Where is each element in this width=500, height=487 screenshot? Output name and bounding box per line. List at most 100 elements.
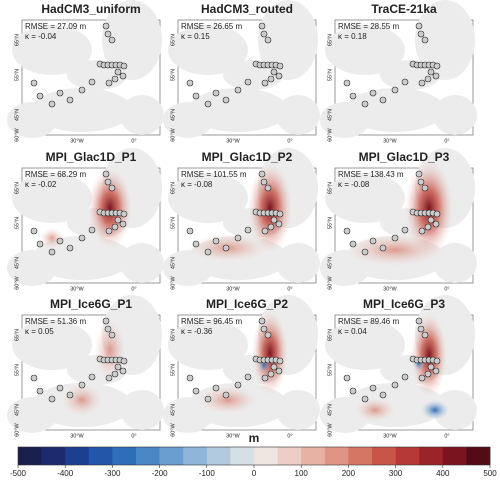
lat-label: 60°W: [14, 127, 20, 141]
lat-label: 60°W: [170, 127, 176, 141]
site-marker: [369, 89, 377, 97]
site-marker: [258, 22, 266, 30]
site-marker: [391, 86, 399, 94]
site-marker: [401, 373, 409, 381]
site-marker: [105, 374, 113, 382]
colorbar-segment: [372, 447, 396, 465]
site-marker: [264, 331, 272, 339]
site-marker: [433, 210, 441, 218]
panel-title: HadCM3_routed: [201, 2, 293, 16]
site-marker: [369, 384, 377, 392]
lat-label: 65°N: [170, 329, 176, 341]
site-marker: [276, 357, 284, 365]
lon-label: 30°W: [70, 286, 84, 292]
lat-label: 55°N: [170, 217, 176, 229]
kappa-label: κ = -0.08: [338, 180, 370, 189]
colorbar-tick-label: 400: [436, 469, 450, 478]
site-marker: [264, 36, 272, 44]
site-marker: [88, 226, 96, 234]
lon-label: 0°: [131, 138, 136, 144]
site-marker: [105, 79, 113, 87]
site-marker: [66, 244, 74, 252]
site-marker: [234, 86, 242, 94]
land: [325, 25, 405, 75]
colorbar-tick-label: -300: [104, 469, 121, 478]
land: [188, 88, 288, 132]
site-marker: [417, 30, 425, 38]
kappa-label: κ = 0.15: [181, 32, 210, 41]
site-marker: [102, 317, 110, 325]
kappa-label: κ = 0.18: [338, 32, 367, 41]
site-marker: [56, 384, 64, 392]
site-marker: [424, 370, 432, 378]
map-panel: [163, 148, 320, 286]
site-marker: [421, 184, 429, 192]
lat-label: 45°N: [170, 404, 176, 416]
land: [168, 25, 248, 75]
colorbar-tick-label: -100: [199, 469, 216, 478]
colorbar-tick-label: 100: [295, 469, 309, 478]
rmse-label: RMSE = 26.65 m: [181, 22, 242, 31]
land: [345, 88, 445, 132]
land: [163, 250, 213, 286]
site-marker: [102, 170, 110, 178]
colorbar-segment: [419, 447, 444, 465]
site-marker: [66, 96, 74, 104]
site-marker: [104, 30, 112, 38]
colorbar-segment: [65, 447, 90, 465]
land: [12, 25, 92, 75]
panel-title: MPI_Ice6G_P2: [206, 297, 288, 311]
site-marker: [369, 237, 377, 245]
site-marker: [361, 100, 369, 108]
kappa-label: κ = -0.08: [181, 180, 213, 189]
site-marker: [421, 331, 429, 339]
map-panel: [7, 295, 164, 433]
land: [433, 95, 477, 135]
land: [102, 0, 162, 80]
lat-label: 55°N: [327, 69, 333, 81]
site-marker: [379, 96, 387, 104]
lon-label: 0°: [287, 286, 292, 292]
site-marker: [417, 178, 425, 186]
site-marker: [415, 22, 423, 30]
rmse-label: RMSE = 89.46 m: [338, 317, 399, 326]
colorbar-tick-label: 500: [483, 469, 497, 478]
site-marker: [424, 223, 432, 231]
site-marker: [418, 79, 426, 87]
lat-label: 65°N: [14, 182, 20, 194]
site-marker: [418, 227, 426, 235]
site-marker: [212, 237, 220, 245]
panel-title: MPI_Glac1D_P3: [359, 150, 450, 164]
site-marker: [192, 387, 200, 395]
anomaly: [88, 168, 132, 248]
rmse-label: RMSE = 51.36 m: [25, 317, 86, 326]
site-marker: [349, 92, 357, 100]
land: [12, 320, 92, 370]
land: [120, 243, 164, 283]
lat-label: 45°N: [327, 109, 333, 121]
site-marker: [192, 240, 200, 248]
anomaly: [252, 311, 288, 395]
site-marker: [104, 178, 112, 186]
anomaly: [355, 398, 395, 422]
colorbar-tick-label: -500: [10, 469, 27, 478]
site-marker: [108, 36, 116, 44]
lat-label: 45°N: [14, 109, 20, 121]
colorbar-tick-label: -400: [57, 469, 74, 478]
site-marker: [276, 210, 284, 218]
colorbar-segment: [159, 447, 184, 465]
rmse-label: RMSE = 138.43 m: [338, 170, 404, 179]
anomaly: [411, 313, 447, 397]
site-marker: [267, 75, 275, 83]
site-marker: [267, 223, 275, 231]
site-marker: [212, 384, 220, 392]
map-panel: [163, 295, 320, 433]
site-marker: [104, 325, 112, 333]
site-marker: [119, 72, 127, 80]
land: [276, 243, 320, 283]
site-marker: [48, 100, 56, 108]
land: [276, 390, 320, 430]
land: [258, 0, 318, 80]
lon-label: 0°: [131, 286, 136, 292]
site-marker: [88, 78, 96, 86]
